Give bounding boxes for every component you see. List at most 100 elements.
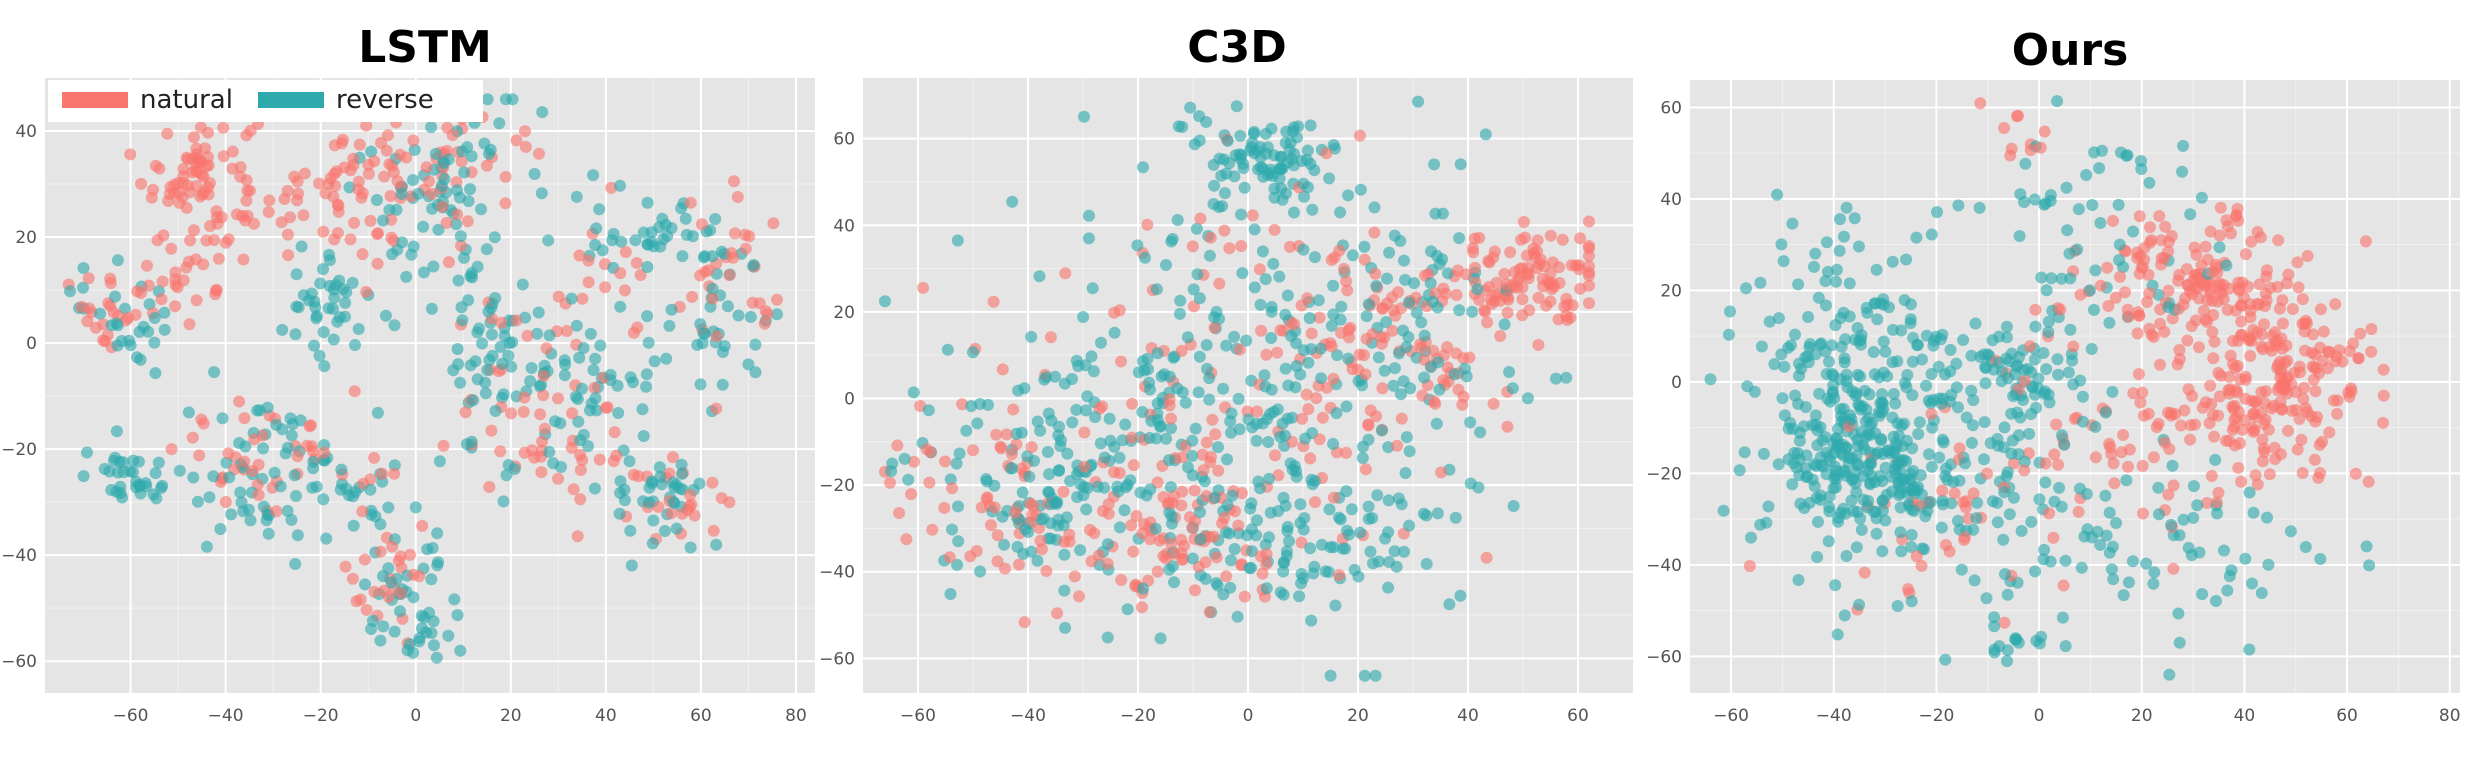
point-reverse	[1840, 201, 1853, 214]
point-reverse	[1290, 360, 1303, 373]
point-reverse	[1853, 598, 1865, 611]
point-reverse	[1137, 161, 1149, 174]
point-reverse	[2037, 347, 2050, 359]
point-reverse	[1858, 384, 1871, 397]
point-reverse	[1776, 392, 1789, 405]
point-natural	[1288, 318, 1301, 331]
point-reverse	[1265, 332, 1278, 344]
point-reverse	[706, 250, 719, 263]
point-reverse	[675, 458, 688, 471]
point-natural	[1325, 254, 1338, 266]
point-natural	[2273, 302, 2286, 315]
point-natural	[1113, 304, 1126, 317]
point-reverse	[1474, 426, 1487, 439]
point-reverse	[1306, 478, 1319, 491]
point-reverse	[339, 296, 352, 309]
point-reverse	[1015, 426, 1028, 439]
x-tick-label: 40	[1457, 706, 1479, 726]
point-reverse	[1019, 523, 1032, 536]
point-natural	[884, 476, 896, 489]
point-reverse	[1308, 251, 1321, 264]
point-reverse	[1923, 448, 1935, 461]
point-reverse	[1886, 356, 1899, 369]
point-natural	[238, 412, 251, 425]
point-reverse	[1879, 345, 1892, 358]
point-natural	[728, 175, 740, 188]
point-natural	[582, 276, 595, 289]
point-natural	[1220, 570, 1233, 583]
point-natural	[2323, 426, 2336, 439]
point-reverse	[2052, 368, 2065, 381]
point-reverse	[1854, 370, 1867, 383]
point-reverse	[2051, 353, 2064, 366]
point-natural	[194, 121, 207, 134]
point-natural	[2286, 303, 2299, 315]
point-reverse	[1398, 545, 1411, 558]
point-natural	[1127, 545, 1140, 558]
point-reverse	[137, 320, 150, 333]
point-reverse	[335, 463, 348, 476]
point-reverse	[454, 644, 467, 657]
point-reverse	[1812, 515, 1824, 528]
point-reverse	[1953, 474, 1966, 487]
point-reverse	[481, 93, 494, 106]
point-reverse	[694, 378, 707, 391]
point-reverse	[587, 169, 600, 182]
point-natural	[298, 167, 311, 180]
point-natural	[436, 200, 449, 213]
point-reverse	[1466, 305, 1479, 318]
point-natural	[943, 551, 956, 564]
point-reverse	[565, 292, 578, 305]
point-natural	[1353, 129, 1366, 142]
point-reverse	[1799, 351, 1812, 364]
point-natural	[2199, 240, 2212, 253]
point-natural	[252, 489, 265, 501]
point-reverse	[242, 503, 255, 516]
point-natural	[1009, 506, 1022, 519]
point-reverse	[506, 336, 519, 349]
point-reverse	[310, 312, 323, 325]
point-reverse	[1265, 305, 1278, 318]
point-reverse	[388, 319, 401, 332]
point-natural	[1035, 543, 1048, 556]
y-tick-label: 20	[833, 303, 855, 323]
point-reverse	[292, 301, 305, 314]
point-reverse	[1282, 379, 1295, 392]
point-reverse	[1072, 360, 1085, 373]
point-reverse	[1472, 481, 1485, 494]
point-reverse	[430, 651, 443, 664]
point-reverse	[476, 337, 489, 350]
point-reverse	[1448, 368, 1461, 381]
point-reverse	[1843, 277, 1856, 290]
point-reverse	[1018, 382, 1031, 395]
point-natural	[219, 236, 232, 249]
point-natural	[368, 155, 381, 168]
point-reverse	[438, 156, 450, 169]
point-natural	[1487, 397, 1500, 410]
point-natural	[627, 326, 640, 339]
point-natural	[2184, 419, 2197, 432]
legend-label-natural: natural	[140, 85, 233, 115]
point-natural	[1494, 330, 1507, 342]
point-natural	[1115, 355, 1127, 368]
point-reverse	[2193, 546, 2206, 559]
point-reverse	[117, 466, 130, 479]
point-reverse	[1191, 268, 1204, 281]
point-reverse	[1327, 437, 1340, 450]
scatter-points	[879, 95, 1595, 682]
point-reverse	[1231, 610, 1244, 623]
point-reverse	[732, 309, 745, 322]
point-reverse	[377, 570, 389, 583]
point-natural	[767, 217, 780, 230]
point-reverse	[1840, 550, 1853, 562]
point-reverse	[2000, 320, 2013, 333]
point-natural	[2298, 381, 2311, 394]
point-reverse	[1304, 157, 1317, 170]
point-reverse	[257, 442, 270, 455]
point-natural	[291, 450, 304, 463]
point-natural	[1552, 313, 1565, 326]
point-natural	[2310, 362, 2323, 375]
point-natural	[2280, 339, 2293, 352]
point-reverse	[641, 310, 654, 323]
point-natural	[1197, 464, 1210, 477]
